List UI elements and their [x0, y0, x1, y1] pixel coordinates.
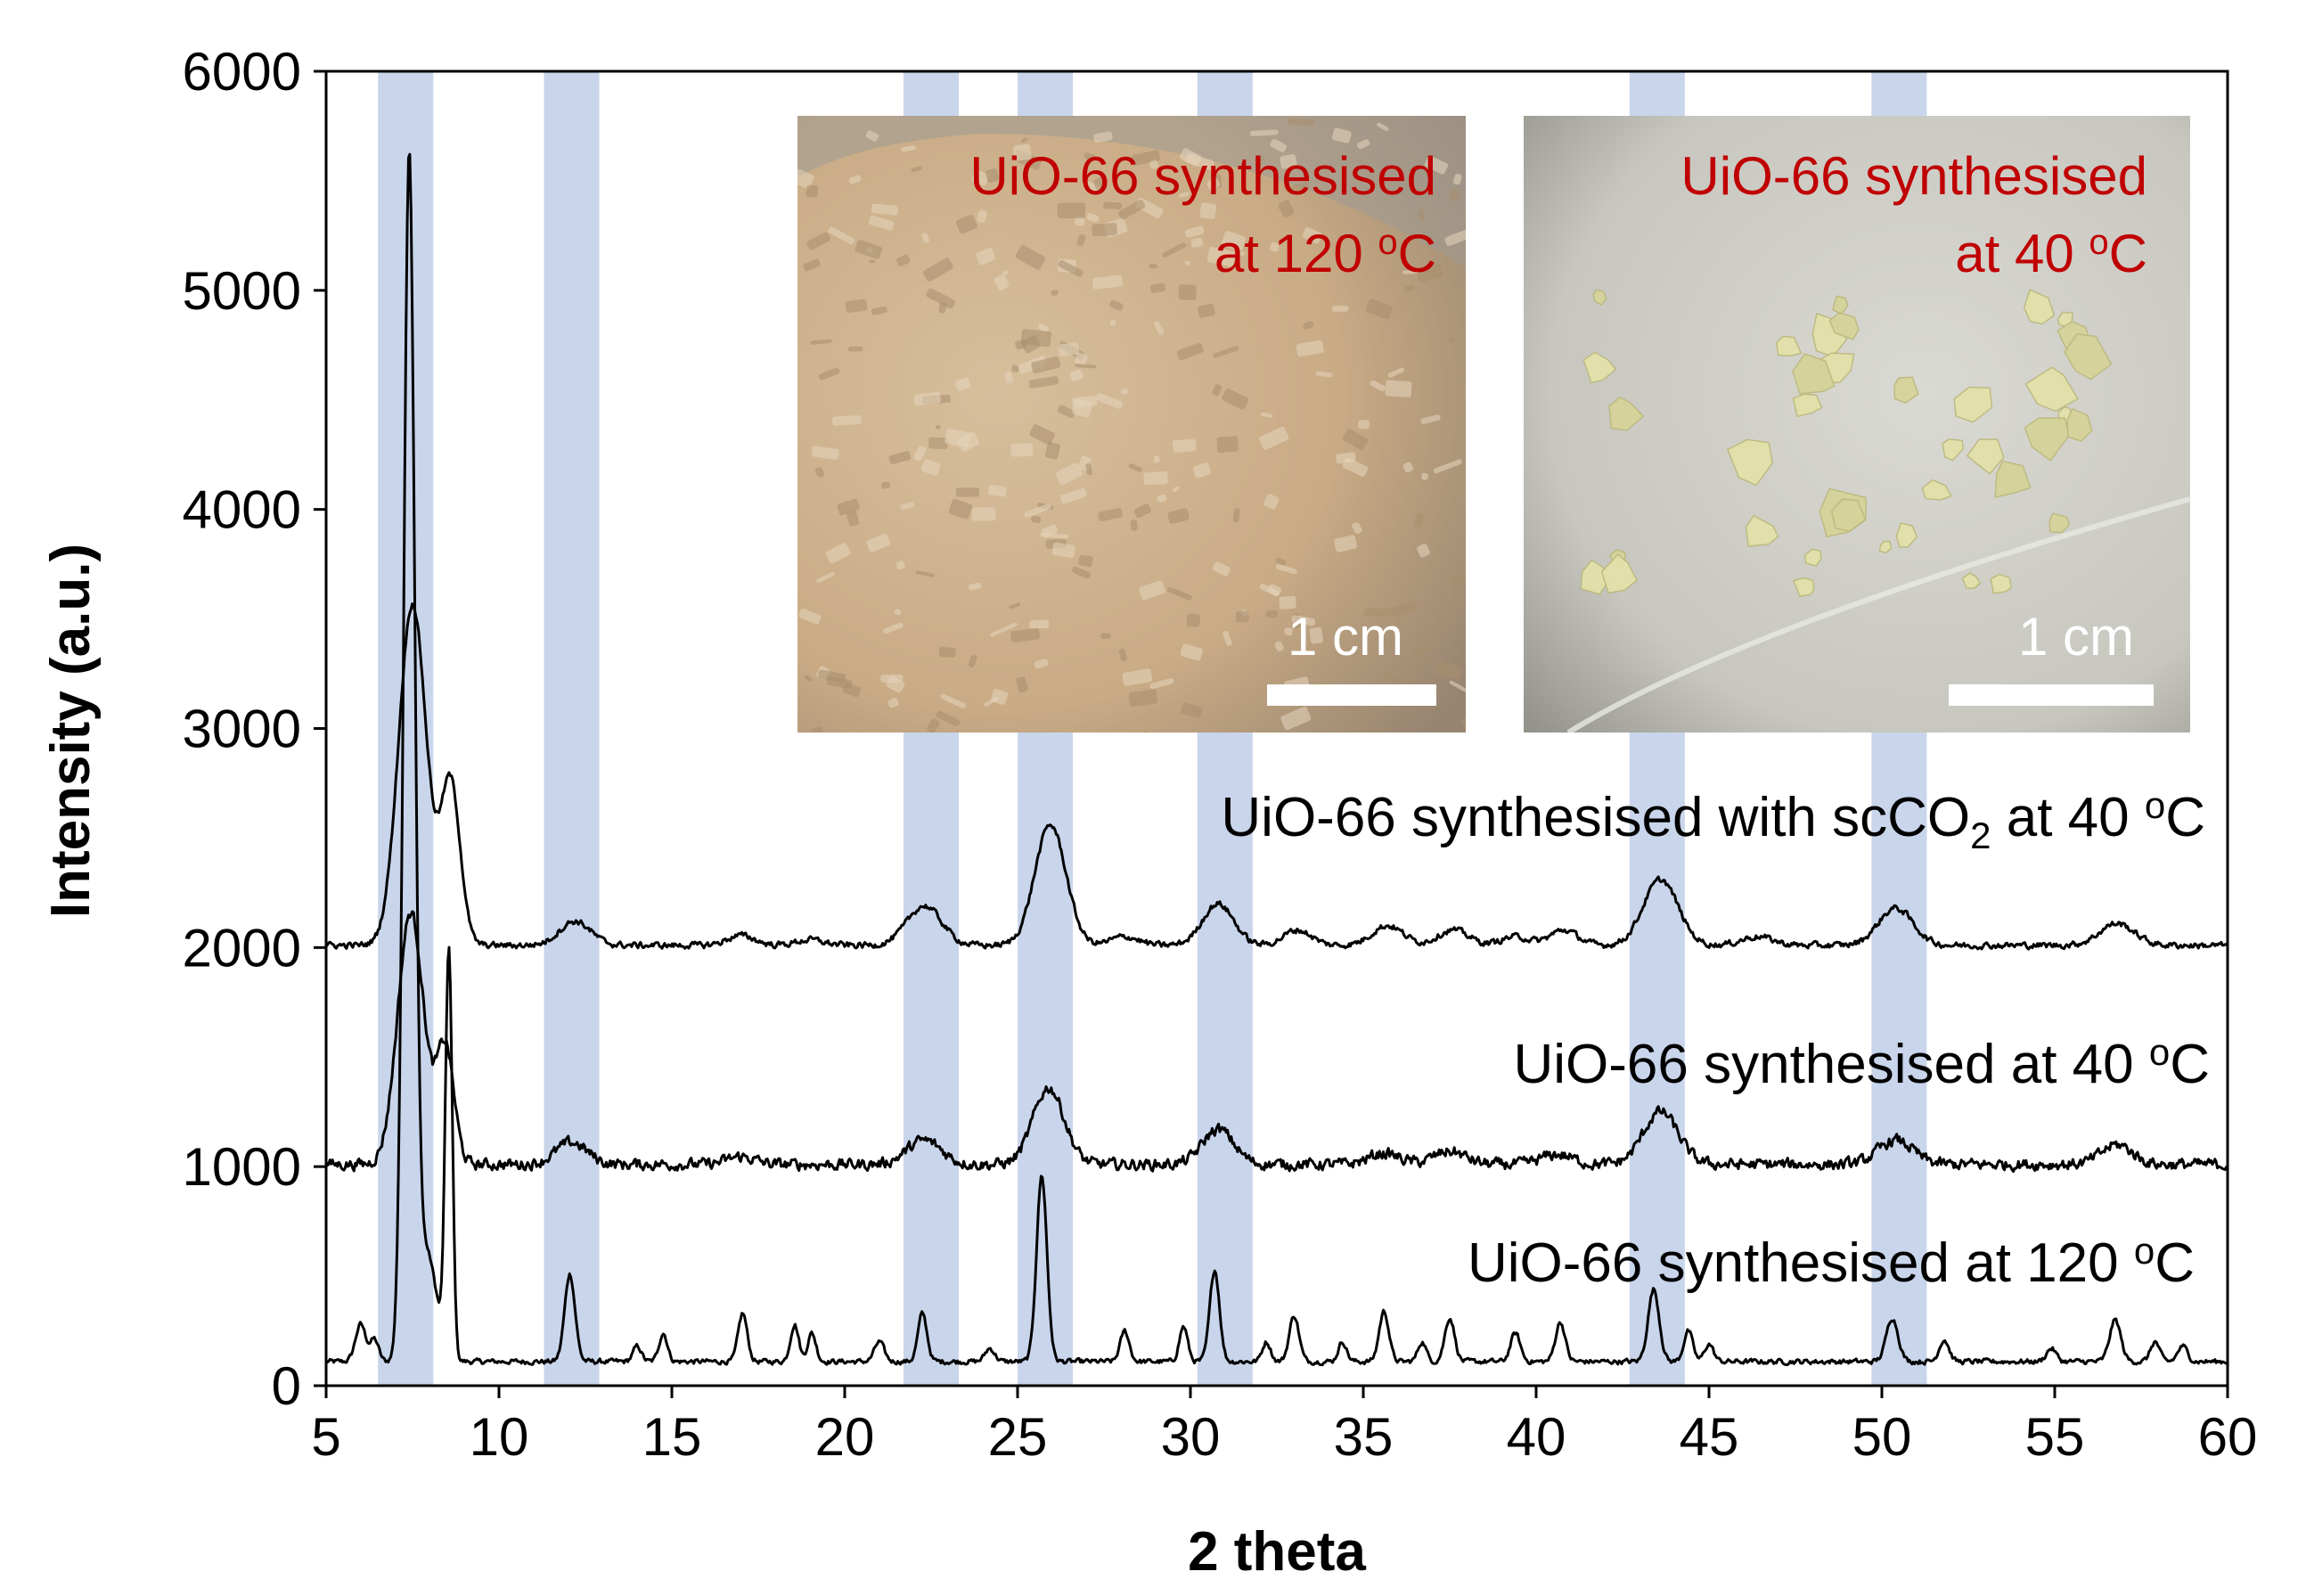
inset-photo-120c: UiO-66 synthesised at 120 oC 1 cm: [797, 116, 1466, 733]
photo-caption-line1: UiO-66 synthesised: [969, 146, 1436, 206]
x-tick-label: 20: [815, 1407, 875, 1467]
highlight-band-2: [544, 71, 600, 1386]
x-axis-title: 2 theta: [1188, 1521, 1366, 1583]
x-tick-label: 10: [470, 1407, 529, 1467]
x-tick-label: 55: [2025, 1407, 2085, 1467]
series-line-1: [326, 152, 2228, 1367]
x-tick-label: 35: [1334, 1407, 1394, 1467]
dish-rim: [1566, 496, 2190, 733]
x-tick-label: 50: [1852, 1407, 1912, 1467]
scale-bar-label: 1 cm: [2018, 607, 2134, 667]
series-label-sc-co2: UiO-66 synthesised with scCO2 at 40 oC: [1221, 784, 2205, 856]
series-line-3: [326, 602, 2228, 951]
x-tick-label: 40: [1507, 1407, 1566, 1467]
x-tick-label: 25: [988, 1407, 1048, 1467]
x-tick-label: 60: [2198, 1407, 2258, 1467]
scale-bar-label: 1 cm: [1288, 607, 1403, 667]
y-tick-label: 0: [272, 1356, 301, 1416]
inset-photo-40c: UiO-66 synthesised at 40 oC 1 cm: [1524, 116, 2190, 733]
y-tick-label: 3000: [183, 700, 301, 759]
y-tick-label: 2000: [183, 918, 301, 978]
scale-bar: [1949, 684, 2154, 706]
series-label-120c: UiO-66 synthesised at 120 oC: [1468, 1230, 2195, 1294]
y-tick-label: 6000: [183, 42, 301, 102]
y-axis-title: Intensity (a.u.): [40, 544, 102, 918]
photo-caption-line2: at 120 oC: [1214, 223, 1436, 283]
dish-corner: [797, 116, 1466, 267]
x-axis: 5 10 15 20 25 30 35 40 45 50 55 60: [311, 1386, 2257, 1467]
scale-bar: [1267, 684, 1436, 706]
photo-caption-line1: UiO-66 synthesised: [1680, 146, 2147, 206]
x-tick-label: 45: [1680, 1407, 1739, 1467]
y-axis: 0 1000 2000 3000 4000 5000 6000: [183, 42, 326, 1416]
photo-caption-line2: at 40 oC: [1955, 223, 2147, 283]
y-tick-label: 1000: [183, 1137, 301, 1197]
y-tick-label: 5000: [183, 261, 301, 321]
series-label-40c: UiO-66 synthesised at 40 oC: [1513, 1031, 2210, 1095]
x-tick-label: 5: [311, 1407, 340, 1467]
x-tick-label: 30: [1161, 1407, 1221, 1467]
x-tick-label: 15: [642, 1407, 702, 1467]
series-line-2: [326, 910, 2228, 1174]
series-group: [326, 152, 2228, 1367]
y-tick-label: 4000: [183, 480, 301, 540]
